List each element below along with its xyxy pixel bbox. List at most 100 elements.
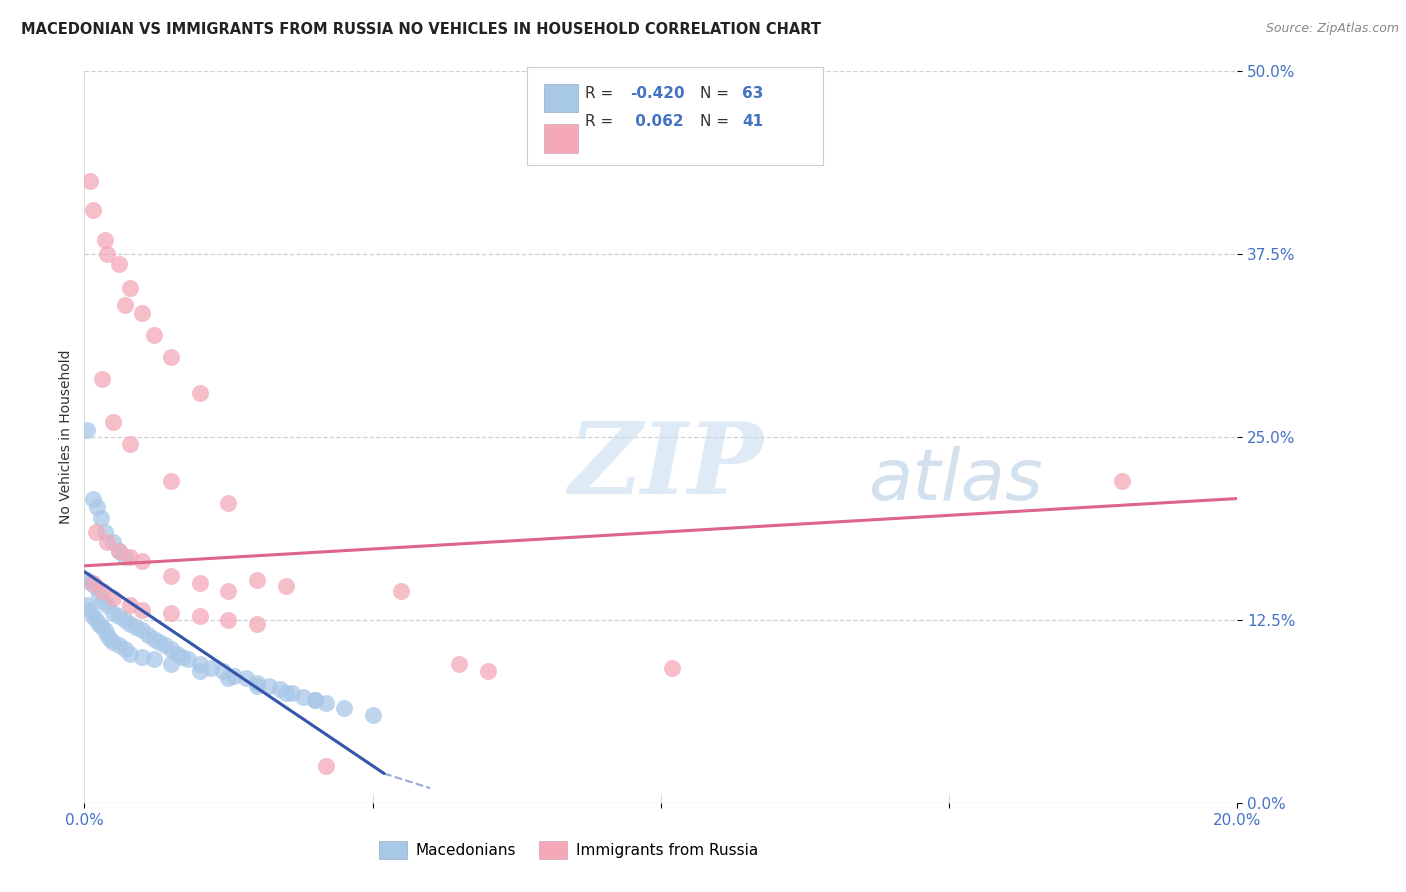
Point <box>76 423 98 437</box>
Legend: Macedonians, Immigrants from Russia: Macedonians, Immigrants from Russia <box>373 835 765 864</box>
Point <box>246 617 269 632</box>
Point <box>315 696 337 710</box>
Point <box>160 474 183 488</box>
Point <box>108 544 131 558</box>
Point <box>218 496 240 510</box>
Point <box>292 690 315 705</box>
Point <box>90 620 112 634</box>
Text: 0.062: 0.062 <box>630 114 683 129</box>
Point <box>246 676 269 690</box>
Point <box>114 613 136 627</box>
Point <box>108 638 131 652</box>
Point <box>257 679 280 693</box>
Point <box>224 668 246 682</box>
Point <box>90 583 112 598</box>
Point <box>449 657 471 671</box>
Point <box>276 579 298 593</box>
Point <box>82 491 104 506</box>
Text: Source: ZipAtlas.com: Source: ZipAtlas.com <box>1265 22 1399 36</box>
Point <box>188 608 211 623</box>
Point <box>177 652 200 666</box>
Point <box>160 569 183 583</box>
Point <box>200 661 222 675</box>
Point <box>120 281 142 295</box>
Point <box>84 613 107 627</box>
Point <box>246 574 269 588</box>
Text: -0.420: -0.420 <box>630 86 685 101</box>
Point <box>114 298 136 312</box>
Point <box>96 627 118 641</box>
Point <box>661 661 683 675</box>
Point <box>269 681 291 696</box>
Point <box>131 306 153 320</box>
Point <box>391 583 413 598</box>
Point <box>315 759 337 773</box>
Point <box>82 608 104 623</box>
Point <box>160 657 183 671</box>
Point <box>103 635 124 649</box>
Point <box>125 620 148 634</box>
Point <box>96 535 118 549</box>
Point <box>84 525 107 540</box>
Point <box>96 599 118 613</box>
Point <box>82 203 104 218</box>
Point <box>1111 474 1133 488</box>
Point <box>333 700 356 714</box>
Point <box>142 327 165 342</box>
Point <box>120 549 142 564</box>
Point <box>361 708 384 723</box>
Point <box>188 386 211 401</box>
Point <box>188 664 211 678</box>
Point <box>120 437 142 451</box>
Point <box>477 664 499 678</box>
Point <box>188 657 211 671</box>
Point <box>160 642 183 657</box>
Point <box>160 606 183 620</box>
Text: 63: 63 <box>742 86 763 101</box>
Point <box>131 603 153 617</box>
Point <box>281 686 304 700</box>
Point <box>218 583 240 598</box>
Point <box>166 647 188 661</box>
Point <box>82 576 104 591</box>
Point <box>103 535 124 549</box>
Point <box>114 642 136 657</box>
Point <box>103 606 124 620</box>
Text: MACEDONIAN VS IMMIGRANTS FROM RUSSIA NO VEHICLES IN HOUSEHOLD CORRELATION CHART: MACEDONIAN VS IMMIGRANTS FROM RUSSIA NO … <box>21 22 821 37</box>
Point <box>86 500 108 515</box>
Text: 41: 41 <box>742 114 763 129</box>
Text: N =: N = <box>700 86 734 101</box>
Point <box>153 638 176 652</box>
Point <box>136 627 159 641</box>
Point <box>98 632 121 646</box>
Y-axis label: No Vehicles in Household: No Vehicles in Household <box>59 350 73 524</box>
Point <box>120 617 142 632</box>
Point <box>108 257 131 271</box>
Point <box>304 693 326 707</box>
Point <box>87 588 110 602</box>
Point <box>235 672 257 686</box>
Point <box>79 603 101 617</box>
Point <box>160 350 183 364</box>
Point <box>114 549 136 564</box>
Point <box>148 635 170 649</box>
Point <box>93 623 115 637</box>
Point <box>76 574 98 588</box>
Point <box>108 544 131 558</box>
Point <box>108 608 131 623</box>
Text: N =: N = <box>700 114 734 129</box>
Point <box>91 594 114 608</box>
Text: R =: R = <box>585 114 619 129</box>
Point <box>93 525 115 540</box>
Point <box>93 233 115 247</box>
Point <box>276 686 298 700</box>
Point <box>96 247 118 261</box>
Point <box>87 617 110 632</box>
Point <box>218 613 240 627</box>
Point <box>79 174 101 188</box>
Text: R =: R = <box>585 86 619 101</box>
Text: atlas: atlas <box>869 447 1043 516</box>
Point <box>76 599 98 613</box>
Point <box>80 576 103 591</box>
Point <box>103 416 124 430</box>
